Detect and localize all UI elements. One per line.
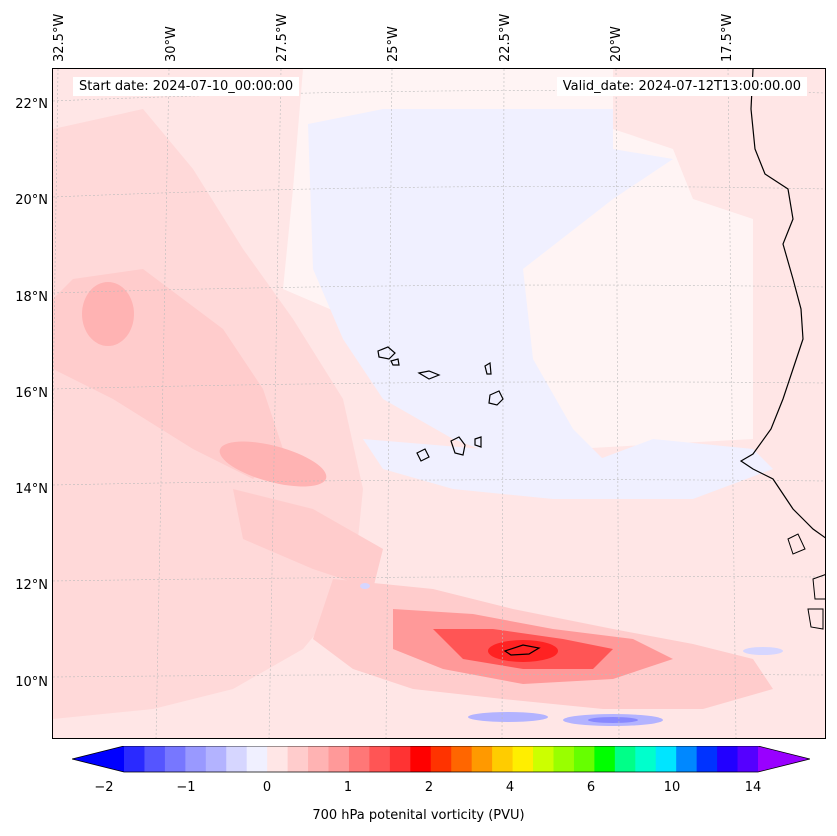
colorbar-segment	[164, 746, 186, 772]
colorbar-segment	[144, 746, 166, 772]
colorbar-segment	[287, 746, 309, 772]
colorbar-segment	[389, 746, 411, 772]
lon-label-17-5w: 17.5°W	[720, 13, 735, 62]
map-panel: Start date: 2024-07-10_00:00:00 Valid_da…	[52, 68, 826, 739]
lon-label-27-5w: 27.5°W	[275, 13, 290, 62]
colorbar-segment	[655, 746, 677, 772]
colorbar-tick-neg2: −2	[94, 780, 114, 795]
colorbar-tick-4: 4	[505, 780, 515, 795]
colorbar-extend-min	[72, 746, 124, 772]
pv-field-negative-streak-4	[743, 647, 783, 655]
pv-field-negative-streak-3	[588, 717, 638, 723]
colorbar-segment	[226, 746, 248, 772]
colorbar-segment	[635, 746, 657, 772]
colorbar-tick-1: 1	[343, 780, 353, 795]
colorbar-segment	[328, 746, 350, 772]
colorbar-tick-neg1: −1	[176, 780, 196, 795]
pv-field-west-ridge	[219, 441, 327, 487]
pv-field-south-core-inner	[488, 640, 558, 662]
coastline-africa	[739, 69, 825, 539]
colorbar-segment	[369, 746, 391, 772]
lon-label-32-5w: 32.5°W	[52, 13, 67, 62]
colorbar-extend-max	[758, 746, 810, 772]
colorbar-tick-2: 2	[424, 780, 434, 795]
pv-field-negative-mid	[363, 439, 773, 499]
lat-label-22n: 22°N	[15, 97, 48, 112]
colorbar-tick-14: 14	[744, 780, 762, 795]
lon-label-25w: 25°W	[386, 26, 401, 62]
lat-label-12n: 12°N	[15, 578, 48, 593]
colorbar-segment	[246, 746, 268, 772]
map-canvas	[53, 69, 825, 738]
colorbar	[72, 746, 810, 773]
pv-field-west-max	[82, 282, 134, 346]
colorbar-segment	[717, 746, 739, 772]
coastline-islands-guinea	[787, 533, 825, 630]
pv-field-southwest	[233, 489, 383, 589]
colorbar-segment	[471, 746, 493, 772]
lat-label-16n: 16°N	[15, 386, 48, 401]
pv-contour-max	[503, 644, 541, 656]
colorbar-segment	[492, 746, 514, 772]
colorbar-segment	[185, 746, 207, 772]
pv-field-negative-north	[308, 109, 673, 469]
lat-label-10n: 10°N	[15, 675, 48, 690]
colorbar-segment	[594, 746, 616, 772]
colorbar-segment	[451, 746, 473, 772]
colorbar-segment	[533, 746, 554, 772]
colorbar-segment	[410, 746, 432, 772]
colorbar-tick-10: 10	[663, 780, 681, 795]
colorbar-label: 700 hPa potenital vorticity (PVU)	[312, 808, 525, 823]
colorbar-outline	[72, 746, 810, 773]
colorbar-segment	[348, 746, 370, 772]
colorbar-segment	[512, 746, 534, 772]
colorbar-tick-0: 0	[262, 780, 272, 795]
colorbar-segment	[696, 746, 718, 772]
pv-field-negative-streak-1	[468, 712, 548, 722]
lat-label-18n: 18°N	[15, 290, 48, 305]
lon-label-30w: 30°W	[164, 26, 179, 62]
valid-date-banner: Valid_date: 2024-07-12T13:00:00.00	[556, 77, 807, 96]
colorbar-segment	[676, 746, 698, 772]
colorbar-segment	[614, 746, 636, 772]
cape-verde-islands	[377, 346, 504, 462]
lon-label-22-5w: 22.5°W	[498, 13, 513, 62]
lat-label-14n: 14°N	[15, 482, 48, 497]
colorbar-segment	[205, 746, 227, 772]
pv-field-negative-spot	[360, 583, 370, 589]
colorbar-tick-6: 6	[586, 780, 596, 795]
colorbar-segment	[573, 746, 595, 772]
colorbar-segment	[430, 746, 452, 772]
colorbar-segment	[124, 746, 145, 772]
colorbar-segment	[308, 746, 330, 772]
start-date-banner: Start date: 2024-07-10_00:00:00	[73, 77, 300, 96]
lon-label-20w: 20°W	[609, 26, 624, 62]
colorbar-segment	[737, 746, 759, 772]
lat-label-20n: 20°N	[15, 193, 48, 208]
colorbar-segment	[553, 746, 575, 772]
colorbar-segment	[267, 746, 289, 772]
